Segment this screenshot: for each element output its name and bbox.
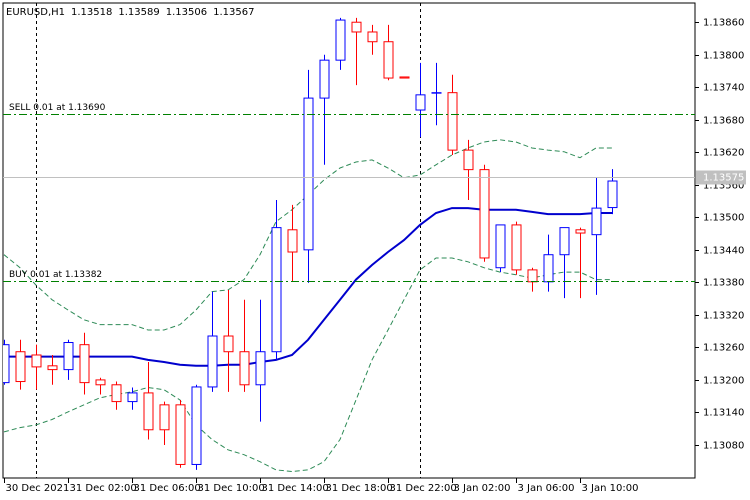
candle-body: [207, 335, 218, 388]
candle-body: [271, 227, 282, 353]
candle-body: [175, 404, 186, 465]
candle-body: [463, 149, 474, 171]
price-label-box: [696, 170, 746, 185]
symbol: EURUSD,H1: [6, 7, 65, 18]
candle-body: [607, 180, 618, 209]
plot-frame: [2, 2, 696, 479]
candle-body: [415, 94, 426, 111]
candle-body: [239, 351, 250, 386]
trade-level-label: SELL 0.01 at 1.13690: [9, 103, 106, 113]
y-tick-label: 1.13080: [703, 441, 744, 452]
price-label: 1.13575: [703, 173, 744, 184]
y-tick-label: 1.13800: [703, 51, 744, 62]
x-tick-label: 31 Dec 06:00: [134, 483, 201, 494]
x-tick-label: 3 Jan 02:00: [454, 483, 511, 494]
candle-body: [559, 227, 570, 256]
candle-body: [303, 97, 314, 251]
x-tick-label: 30 Dec 2021: [6, 483, 70, 494]
candle-body: [495, 224, 506, 269]
chart-title: EURUSD,H1 1.13518 1.13589 1.13506 1.13567: [6, 7, 254, 18]
x-tick-label: 31 Dec 14:00: [262, 483, 329, 494]
y-tick-label: 1.13140: [703, 408, 744, 419]
y-tick-label: 1.13500: [703, 213, 744, 224]
candle-body: [591, 207, 602, 236]
candle-body: [335, 19, 346, 61]
trade-level-label: BUY 0.01 at 1.13382: [9, 270, 102, 280]
x-tick-label: 31 Dec 22:00: [390, 483, 457, 494]
candle-body: [447, 92, 458, 151]
candle-body: [3, 344, 10, 384]
candle-body: [543, 254, 554, 283]
candle-body: [143, 392, 154, 431]
candle-body: [431, 92, 442, 94]
candle-body: [383, 41, 394, 79]
y-tick-label: 1.13620: [703, 148, 744, 159]
candle-body: [31, 354, 42, 368]
title-low: 1.13506: [166, 7, 207, 18]
title-open: 1.13518: [71, 7, 112, 18]
x-tick-label: 31 Dec 10:00: [198, 483, 265, 494]
candle-body: [367, 31, 378, 43]
y-tick-label: 1.13380: [703, 278, 744, 289]
candle-body: [351, 21, 362, 33]
candle-body: [63, 342, 74, 371]
band-line: [3, 257, 612, 473]
candle-body: [95, 379, 106, 386]
y-tick-label: 1.13680: [703, 116, 744, 127]
y-tick-label: 1.13560: [703, 181, 744, 192]
y-tick-label: 1.13740: [703, 83, 744, 94]
candle-body: [399, 76, 410, 79]
y-tick-label: 1.13860: [703, 18, 744, 29]
y-tick-label: 1.13200: [703, 376, 744, 387]
candle-body: [479, 169, 490, 259]
candle-body: [159, 404, 170, 431]
title-close: 1.13567: [213, 7, 254, 18]
candle-body: [575, 229, 586, 234]
candle-body: [223, 335, 234, 353]
x-tick-label: 3 Jan 10:00: [582, 483, 639, 494]
y-tick-label: 1.13320: [703, 311, 744, 322]
x-tick-label: 31 Dec 02:00: [70, 483, 137, 494]
title-high: 1.13589: [118, 7, 159, 18]
candle-body: [255, 351, 266, 386]
candle-body: [319, 59, 330, 99]
plot-area: [3, 17, 618, 473]
candle-body: [79, 344, 90, 384]
candle-body: [191, 386, 202, 465]
candle-body: [287, 229, 298, 253]
moving-average: [4, 207, 612, 367]
candle-body: [47, 365, 58, 371]
y-tick-label: 1.13260: [703, 343, 744, 354]
band-line: [3, 139, 612, 331]
candle-body: [527, 269, 538, 283]
candle-body: [15, 351, 26, 383]
x-tick-label: 31 Dec 18:00: [326, 483, 393, 494]
candle-body: [111, 384, 122, 403]
x-tick-label: 3 Jan 06:00: [518, 483, 575, 494]
y-tick-label: 1.13440: [703, 246, 744, 257]
candle-body: [511, 224, 522, 271]
candle-body: [127, 392, 138, 403]
